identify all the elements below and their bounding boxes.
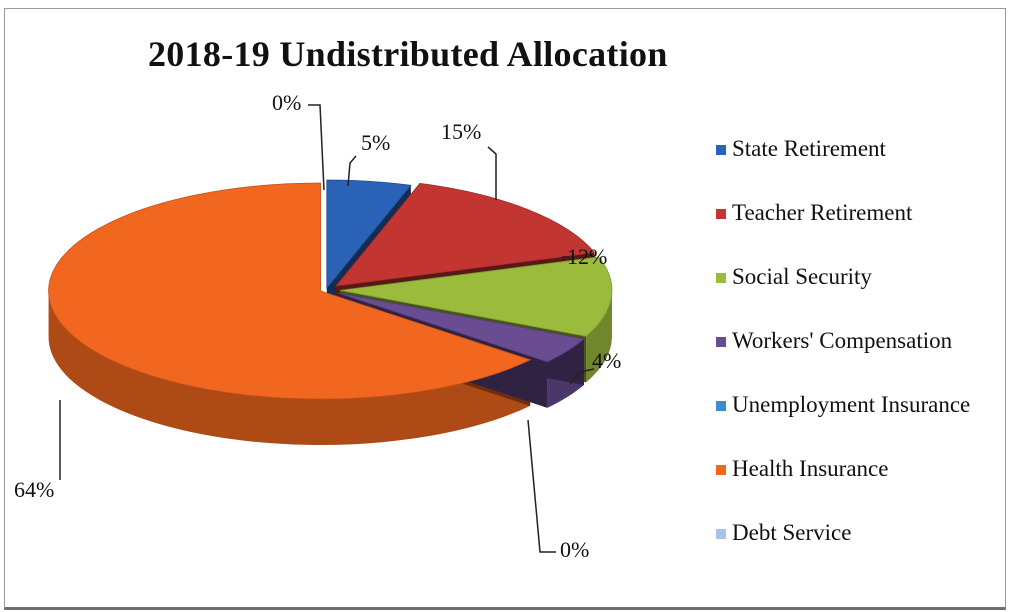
data-label-debt-service: 0% bbox=[272, 90, 301, 115]
data-label-social-security: 12% bbox=[567, 244, 607, 269]
slice-social-security bbox=[339, 256, 613, 337]
slice-wall-social-security bbox=[586, 290, 612, 383]
leader-line-debt-service bbox=[308, 104, 325, 191]
legend-swatch bbox=[716, 465, 726, 475]
legend-item-state-retirement: State Retirement bbox=[716, 136, 970, 200]
legend-label: Health Insurance bbox=[732, 456, 889, 481]
legend-item-unemployment-insurance: Unemployment Insurance bbox=[716, 392, 970, 456]
slice-state-retirement bbox=[326, 179, 412, 290]
data-labels: 5% 15% 12% 4% 0% 64% 0% bbox=[14, 90, 621, 562]
chart-legend: State Retirement Teacher Retirement Social… bbox=[716, 136, 970, 584]
legend-label: Social Security bbox=[732, 264, 872, 289]
legend-swatch bbox=[716, 401, 726, 411]
data-label-state-retirement: 5% bbox=[361, 130, 390, 155]
slice-wall-health-insurance bbox=[48, 291, 531, 446]
slice-workers-compensation bbox=[337, 292, 585, 363]
pie-slices bbox=[48, 179, 613, 400]
legend-swatch bbox=[716, 273, 726, 283]
legend-label: Debt Service bbox=[732, 520, 852, 545]
legend-item-social-security: Social Security bbox=[716, 264, 970, 328]
slice-health-insurance bbox=[48, 182, 532, 400]
slice-teacher-retirement bbox=[334, 182, 596, 287]
legend-item-teacher-retirement: Teacher Retirement bbox=[716, 200, 970, 264]
legend-label: Unemployment Insurance bbox=[732, 392, 971, 417]
data-label-unemployment-insurance: 0% bbox=[560, 537, 589, 562]
leader-line-workers-compensation bbox=[569, 368, 595, 385]
legend-label: Teacher Retirement bbox=[732, 200, 913, 225]
leader-line-unemployment-insurance bbox=[527, 419, 556, 553]
legend-swatch bbox=[716, 209, 726, 219]
legend-label: Workers' Compensation bbox=[732, 328, 953, 353]
chart-title: 2018-19 Undistributed Allocation bbox=[148, 34, 668, 74]
legend-swatch bbox=[716, 145, 726, 155]
data-label-health-insurance: 64% bbox=[14, 477, 54, 502]
legend-swatch bbox=[716, 337, 726, 347]
legend-item-health-insurance: Health Insurance bbox=[716, 456, 970, 520]
legend-item-workers-compensation: Workers' Compensation bbox=[716, 328, 970, 392]
data-label-workers-compensation: 4% bbox=[592, 348, 621, 373]
legend-swatch bbox=[716, 529, 726, 539]
legend-item-debt-service: Debt Service bbox=[716, 520, 970, 584]
legend-label: State Retirement bbox=[732, 136, 886, 161]
data-label-teacher-retirement: 15% bbox=[441, 119, 481, 144]
leader-line-state-retirement bbox=[347, 155, 357, 187]
leader-line-teacher-retirement bbox=[487, 146, 497, 200]
